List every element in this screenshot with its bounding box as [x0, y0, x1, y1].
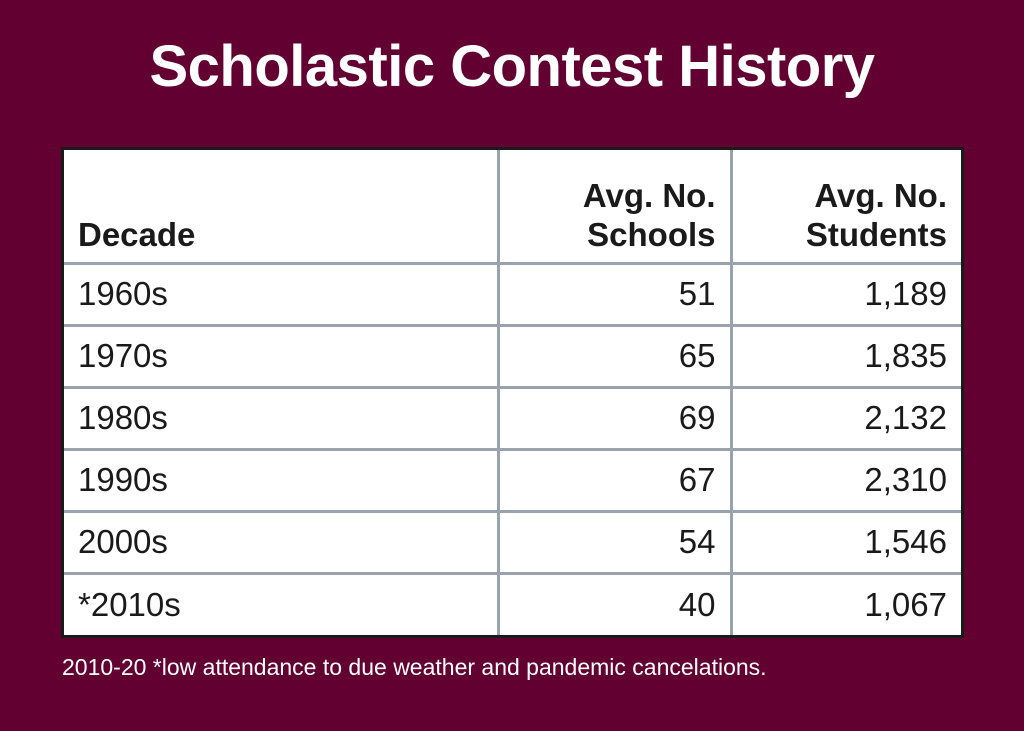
cell-decade: 1980s	[64, 385, 500, 451]
cell-students: 1,067	[729, 571, 961, 635]
cell-decade: *2010s	[64, 571, 500, 635]
header-decade: Decade	[64, 150, 500, 265]
table-row: 2000s 54 1,546	[64, 509, 961, 575]
cell-students: 1,546	[729, 509, 961, 575]
data-table: Decade Avg. No. Schools Avg. No. Student…	[64, 150, 961, 635]
table-row: *2010s 40 1,067	[64, 571, 961, 635]
cell-students: 2,310	[729, 447, 961, 513]
header-avg-schools: Avg. No. Schools	[496, 150, 733, 265]
cell-decade: 1970s	[64, 323, 500, 389]
header-row: Decade Avg. No. Schools Avg. No. Student…	[64, 150, 961, 265]
footnote: 2010-20 *low attendance to due weather a…	[62, 654, 767, 680]
cell-students: 1,835	[729, 323, 961, 389]
table-row: 1960s 51 1,189	[64, 261, 961, 327]
cell-schools: 51	[496, 261, 733, 327]
cell-schools: 54	[496, 509, 733, 575]
chart-title: Scholastic Contest History	[149, 34, 875, 99]
cell-schools: 67	[496, 447, 733, 513]
table-row: 1970s 65 1,835	[64, 323, 961, 389]
data-table-frame: Decade Avg. No. Schools Avg. No. Student…	[61, 147, 964, 638]
header-avg-students: Avg. No. Students	[729, 150, 961, 265]
table-row: 1990s 67 2,310	[64, 447, 961, 513]
cell-schools: 65	[496, 323, 733, 389]
cell-schools: 69	[496, 385, 733, 451]
cell-decade: 1990s	[64, 447, 500, 513]
cell-decade: 2000s	[64, 509, 500, 575]
cell-decade: 1960s	[64, 261, 500, 327]
cell-schools: 40	[496, 571, 733, 635]
table-row: 1980s 69 2,132	[64, 385, 961, 451]
cell-students: 2,132	[729, 385, 961, 451]
cell-students: 1,189	[729, 261, 961, 327]
